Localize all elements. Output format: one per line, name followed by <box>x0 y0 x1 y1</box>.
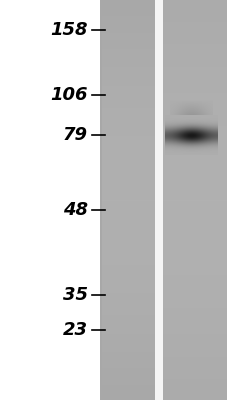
Text: 23: 23 <box>63 321 88 339</box>
Text: 35: 35 <box>63 286 88 304</box>
Text: 158: 158 <box>50 21 88 39</box>
Text: 79: 79 <box>63 126 88 144</box>
Text: 48: 48 <box>63 201 88 219</box>
Text: 106: 106 <box>50 86 88 104</box>
